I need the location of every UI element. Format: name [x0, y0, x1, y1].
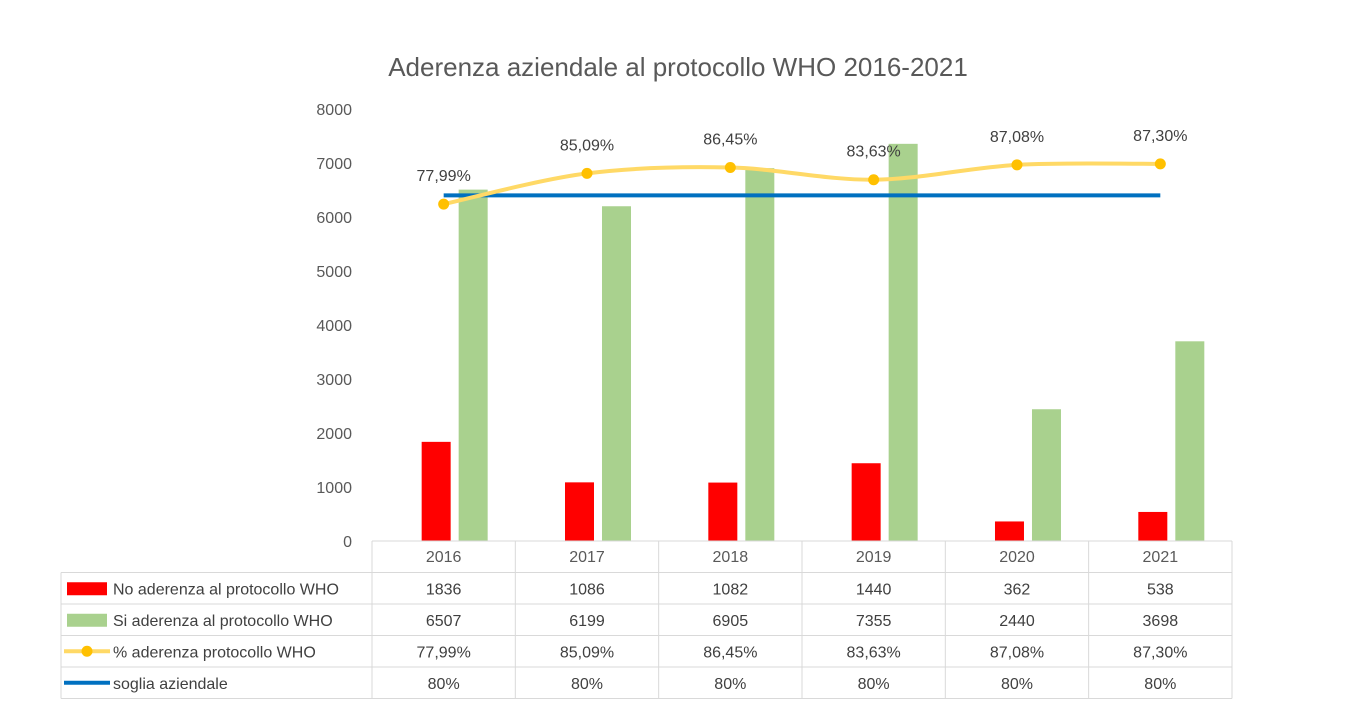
bar-si-aderenza — [1031, 409, 1061, 541]
bar-si-aderenza — [745, 168, 775, 541]
percent-data-label: 86,45% — [703, 132, 757, 149]
legend-key-marker — [81, 645, 93, 657]
bars — [421, 143, 1205, 541]
table-cell: 77,99% — [417, 644, 471, 661]
y-tick-label: 6000 — [316, 210, 352, 227]
y-tick-label: 0 — [343, 534, 352, 551]
table-cell: 538 — [1147, 581, 1174, 598]
x-tick-label: 2016 — [426, 549, 462, 566]
table-cell: 86,45% — [703, 644, 757, 661]
table-cell: 2440 — [999, 613, 1035, 630]
y-tick-label: 3000 — [316, 372, 352, 389]
table-cell: 80% — [571, 676, 603, 693]
y-tick-label: 4000 — [316, 318, 352, 335]
bar-no-aderenza — [708, 482, 738, 541]
table-cell: 85,09% — [560, 644, 614, 661]
table-cell: 80% — [858, 676, 890, 693]
table-cell: 6905 — [713, 613, 749, 630]
table-cell: 87,30% — [1133, 644, 1187, 661]
lines: 77,99% 85,09% 86,45% 83,63% 87,08% 87,30% — [417, 128, 1187, 210]
percent-marker — [438, 198, 450, 210]
legend-label: Si aderenza al protocollo WHO — [113, 613, 333, 630]
table-cell: 3698 — [1143, 613, 1179, 630]
table-cell: 1440 — [856, 581, 892, 598]
x-tick-label: 2018 — [713, 549, 749, 566]
percent-data-label: 85,09% — [560, 137, 614, 154]
data-table: 2016 2017 2018 2019 2020 2021 No aderenza al p… — [60, 540, 1233, 699]
y-tick-label: 5000 — [316, 264, 352, 281]
x-tick-label: 2021 — [1143, 549, 1179, 566]
y-tick-label: 7000 — [316, 156, 352, 173]
x-tick-label: 2019 — [856, 549, 892, 566]
table-cell: 1836 — [426, 581, 462, 598]
legend-key-bar — [67, 613, 107, 627]
x-tick-label: 2020 — [999, 549, 1035, 566]
table-cell: 80% — [1001, 676, 1033, 693]
legend-label: % aderenza protocollo WHO — [113, 644, 316, 661]
percent-marker — [1011, 159, 1023, 171]
legend-label: soglia aziendale — [113, 676, 228, 693]
table-cell: 7355 — [856, 613, 892, 630]
y-tick-label: 8000 — [316, 102, 352, 119]
percent-data-label: 87,08% — [990, 129, 1044, 146]
table-cell: 80% — [1144, 676, 1176, 693]
bar-si-aderenza — [601, 206, 631, 541]
percent-data-label: 87,30% — [1133, 128, 1187, 145]
bar-no-aderenza — [994, 521, 1024, 541]
y-axis: 0 1000 2000 3000 4000 5000 6000 7000 8000 — [316, 102, 352, 551]
bar-no-aderenza — [564, 482, 594, 541]
legend-key-bar — [67, 582, 107, 596]
x-tick-label: 2017 — [569, 549, 605, 566]
y-tick-label: 1000 — [316, 480, 352, 497]
table-cell: 83,63% — [847, 644, 901, 661]
table-cell: 80% — [428, 676, 460, 693]
bar-si-aderenza — [1175, 341, 1205, 541]
table-cell: 87,08% — [990, 644, 1044, 661]
chart-title: Aderenza aziendale al protocollo WHO 201… — [388, 52, 968, 82]
y-tick-label: 2000 — [316, 426, 352, 443]
table-cell: 6507 — [426, 613, 462, 630]
legend-label: No aderenza al protocollo WHO — [113, 581, 339, 598]
table-cell: 80% — [714, 676, 746, 693]
bar-no-aderenza — [1138, 511, 1168, 541]
bar-si-aderenza — [458, 189, 488, 541]
percent-data-label: 83,63% — [847, 144, 901, 161]
table-cell: 1082 — [713, 581, 749, 598]
table-cell: 1086 — [569, 581, 605, 598]
percent-marker — [724, 162, 736, 174]
percent-marker — [1154, 158, 1166, 170]
table-cell: 362 — [1004, 581, 1031, 598]
percent-data-label: 77,99% — [417, 168, 471, 185]
bar-si-aderenza — [888, 143, 918, 541]
percent-marker — [868, 174, 880, 186]
bar-no-aderenza — [851, 463, 881, 541]
table-cell: 6199 — [569, 613, 605, 630]
percent-marker — [581, 167, 593, 179]
percent-line — [443, 161, 1161, 207]
bar-no-aderenza — [421, 441, 451, 541]
